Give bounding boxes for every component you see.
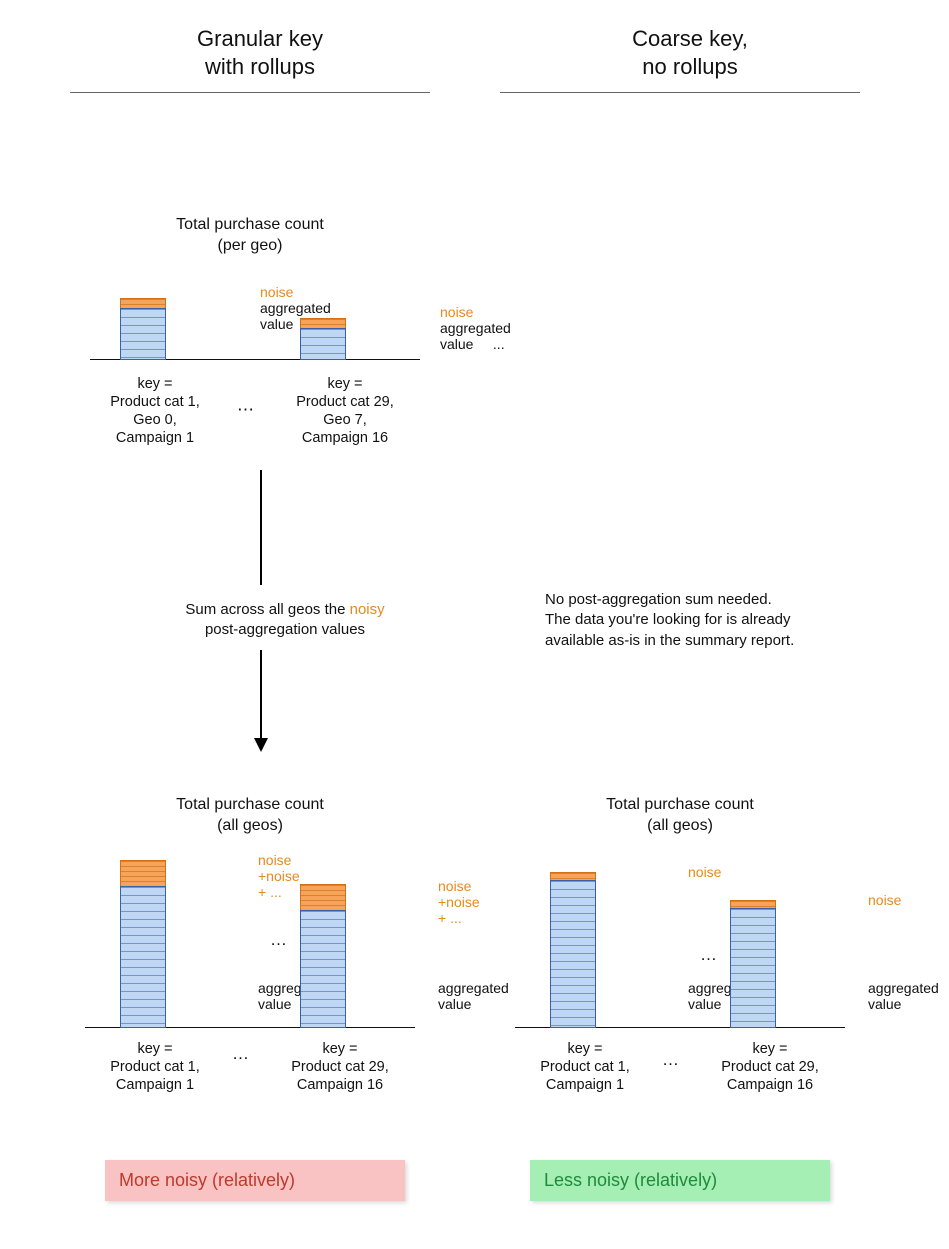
top-chart-bar-2-noise-label: noise bbox=[440, 304, 473, 320]
top-chart-key-2: key = Product cat 29, Geo 7, Campaign 16 bbox=[270, 375, 420, 448]
top-chart-title-line1: Total purchase count bbox=[176, 216, 324, 233]
bottom-right-bar-1-noise-label: noise bbox=[688, 864, 721, 880]
arrow-segment-upper bbox=[260, 470, 262, 585]
top-chart-bar-2 bbox=[300, 318, 346, 360]
header-right-line1: Coarse key, bbox=[632, 26, 748, 51]
bottom-left-key-2: key = Product cat 29, Campaign 16 bbox=[265, 1040, 415, 1094]
bottom-right-chart-area: noise aggregated value … noise aggregate… bbox=[515, 840, 845, 1028]
bottom-left-bar-1 bbox=[120, 860, 166, 1028]
bottom-right-dots: … bbox=[662, 1050, 679, 1070]
bottom-left-bar-1-noise bbox=[120, 860, 166, 886]
header-left-line1: Granular key bbox=[197, 26, 323, 51]
arrow-head-icon bbox=[254, 738, 268, 752]
bottom-left-dots: … bbox=[232, 1044, 249, 1064]
header-left-line2: with rollups bbox=[205, 54, 315, 79]
bottom-right-bar-2 bbox=[730, 900, 776, 1028]
header-right-rule bbox=[500, 92, 860, 93]
bottom-left-chart-area: noise +noise + ... aggregated value … no… bbox=[85, 840, 415, 1028]
arrow-segment-lower bbox=[260, 650, 262, 740]
header-right: Coarse key, no rollups bbox=[510, 25, 870, 80]
bottom-left-key-1: key = Product cat 1, Campaign 1 bbox=[85, 1040, 225, 1094]
arrow-mid-line2: post-aggregation values bbox=[205, 621, 365, 638]
bottom-right-title-line2: (all geos) bbox=[647, 817, 713, 834]
bottom-right-dots-mid: … bbox=[700, 945, 717, 965]
bottom-right-bar-2-noise-label: noise bbox=[868, 892, 901, 908]
top-chart-bar-1-noise bbox=[120, 298, 166, 308]
bottom-left-bar-1-noise-label: noise +noise + ... bbox=[258, 852, 300, 900]
arrow-mid-noisy: noisy bbox=[350, 601, 385, 618]
bottom-right-title-line1: Total purchase count bbox=[606, 796, 754, 813]
badge-less-noisy: Less noisy (relatively) bbox=[530, 1160, 830, 1201]
bottom-right-bar-2-agg bbox=[730, 908, 776, 1028]
header-left-rule bbox=[70, 92, 430, 93]
bottom-right-bar-2-noise bbox=[730, 900, 776, 908]
bottom-left-title-line2: (all geos) bbox=[217, 817, 283, 834]
top-chart-title-line2: (per geo) bbox=[218, 237, 283, 254]
top-chart-bar-2-agg bbox=[300, 328, 346, 360]
header-right-line2: no rollups bbox=[642, 54, 737, 79]
bottom-right-bar-2-agg-label: aggregated value bbox=[868, 980, 939, 1012]
top-chart-bar-2-agg-label: aggregated value ... bbox=[440, 320, 511, 352]
bottom-right-title: Total purchase count (all geos) bbox=[570, 795, 790, 837]
bottom-left-bar-2-noise-label: noise +noise + ... bbox=[438, 878, 480, 926]
header-left: Granular key with rollups bbox=[80, 25, 440, 80]
bottom-left-bar-2-agg-label: aggregated value bbox=[438, 980, 509, 1012]
bottom-left-bar-2 bbox=[300, 884, 346, 1028]
top-chart-bar-1-agg bbox=[120, 308, 166, 360]
bottom-left-bar-2-agg bbox=[300, 910, 346, 1028]
arrow-mid-text: Sum across all geos the noisy post-aggre… bbox=[155, 600, 415, 641]
top-chart-bar-1-noise-label: noise bbox=[260, 284, 293, 300]
top-chart-dots: ⋯ bbox=[237, 400, 254, 420]
top-chart-title: Total purchase count (per geo) bbox=[140, 215, 360, 257]
right-explain-text: No post-aggregation sum needed. The data… bbox=[545, 590, 865, 651]
bottom-right-key-1: key = Product cat 1, Campaign 1 bbox=[515, 1040, 655, 1094]
arrow-mid-prefix: Sum across all geos the bbox=[185, 601, 349, 618]
bottom-left-title-line1: Total purchase count bbox=[176, 796, 324, 813]
top-chart-bar-2-noise bbox=[300, 318, 346, 328]
top-chart-bar-1 bbox=[120, 298, 166, 360]
bottom-right-key-2: key = Product cat 29, Campaign 16 bbox=[695, 1040, 845, 1094]
bottom-left-bar-2-noise bbox=[300, 884, 346, 910]
bottom-left-bar-1-agg bbox=[120, 886, 166, 1028]
bottom-left-title: Total purchase count (all geos) bbox=[140, 795, 360, 837]
bottom-left-dots-mid: … bbox=[270, 930, 287, 950]
badge-more-noisy: More noisy (relatively) bbox=[105, 1160, 405, 1201]
bottom-right-bar-1-noise bbox=[550, 872, 596, 880]
top-chart-area: noise aggregated value ... noise aggrega… bbox=[90, 270, 420, 360]
bottom-right-bar-1-agg bbox=[550, 880, 596, 1028]
bottom-right-bar-1 bbox=[550, 872, 596, 1028]
top-chart-key-1: key = Product cat 1, Geo 0, Campaign 1 bbox=[85, 375, 225, 448]
